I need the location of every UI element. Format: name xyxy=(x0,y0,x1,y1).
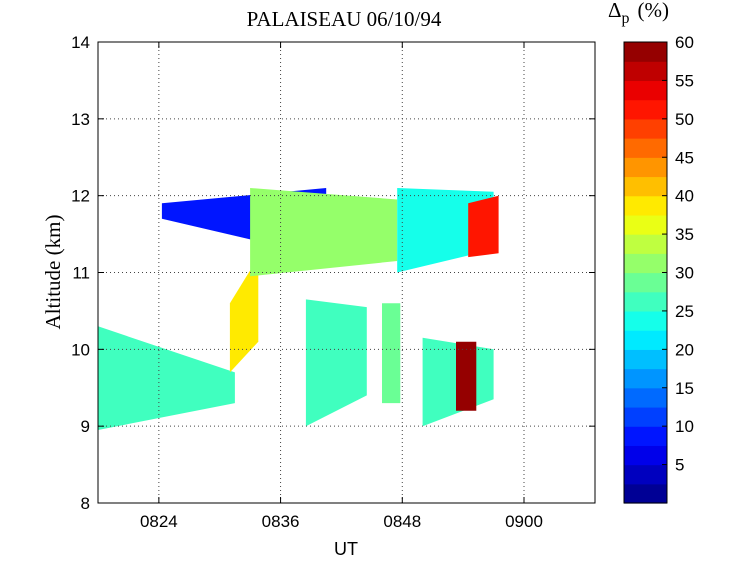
colorbar-cell xyxy=(624,368,667,389)
colorbar-cell xyxy=(624,195,667,216)
grid-lines xyxy=(98,42,595,503)
y-axis-ticks: 8 9 10 11 12 13 14 xyxy=(71,33,595,513)
colorbar-cell xyxy=(624,214,667,235)
colorbar-cell xyxy=(624,310,667,331)
colorbar-tick-label: 55 xyxy=(675,71,694,90)
colorbar-ticks: 5 10 15 20 25 30 35 40 45 50 55 60 xyxy=(662,33,694,475)
colorbar-title: Δp (%) xyxy=(608,0,669,27)
data-region-8 xyxy=(468,195,499,258)
colorbar-tick-label: 30 xyxy=(675,264,694,283)
colorbar-tick-label: 20 xyxy=(675,340,694,359)
y-tick-label: 10 xyxy=(71,340,90,359)
colorbar-tick-label: 25 xyxy=(675,302,694,321)
x-tick-label: 0900 xyxy=(505,512,543,531)
colorbar-cell xyxy=(624,445,667,466)
y-tick-label: 8 xyxy=(81,494,90,513)
colorbar-cell xyxy=(624,291,667,312)
colorbar-cell xyxy=(624,387,667,408)
colorbar: 5 10 15 20 25 30 35 40 45 50 55 60 Δp (%) xyxy=(608,0,694,504)
data-region-10 xyxy=(456,341,477,411)
data-region-2 xyxy=(229,257,259,373)
colorbar-cell xyxy=(624,464,667,485)
data-region-1 xyxy=(98,326,235,430)
data-region-4 xyxy=(250,188,398,277)
colorbar-cell xyxy=(624,234,667,254)
colorbar-tick-label: 10 xyxy=(675,417,694,436)
colorbar-tick-label: 45 xyxy=(675,148,694,167)
colorbar-cells xyxy=(624,42,667,504)
y-tick-label: 14 xyxy=(71,33,90,52)
x-axis-ticks: 0824 0836 0848 0900 xyxy=(140,42,543,531)
colorbar-tick-label: 40 xyxy=(675,187,694,206)
y-tick-label: 9 xyxy=(81,417,90,436)
colorbar-cell xyxy=(624,138,667,158)
y-tick-label: 12 xyxy=(71,187,90,206)
colorbar-cell xyxy=(624,349,667,370)
plot-area: 0824 0836 0848 0900 8 9 10 11 12 13 14 xyxy=(71,33,596,531)
data-regions xyxy=(98,188,499,430)
chart-title: PALAISEAU 06/10/94 xyxy=(247,7,442,31)
colorbar-cell xyxy=(624,483,667,504)
y-tick-label: 11 xyxy=(72,264,90,283)
colorbar-cell xyxy=(624,118,667,139)
x-axis-label: UT xyxy=(334,539,358,559)
colorbar-cell xyxy=(624,61,667,82)
colorbar-tick-label: 5 xyxy=(675,456,684,475)
colorbar-tick-label: 35 xyxy=(675,225,694,244)
y-axis-label: Altitude (km) xyxy=(41,215,65,330)
colorbar-cell xyxy=(624,157,667,178)
colorbar-tick-label: 15 xyxy=(675,379,694,398)
x-tick-label: 0824 xyxy=(140,512,178,531)
colorbar-cell xyxy=(624,272,667,293)
colorbar-tick-label: 50 xyxy=(675,110,694,129)
colorbar-cell xyxy=(624,99,667,120)
colorbar-cell xyxy=(624,426,667,446)
colorbar-cell xyxy=(624,42,667,62)
x-tick-label: 0836 xyxy=(262,512,300,531)
colorbar-tick-label: 60 xyxy=(675,33,694,52)
colorbar-cell xyxy=(624,253,667,274)
colorbar-cell xyxy=(624,406,667,427)
colorbar-cell xyxy=(624,80,667,101)
y-tick-label: 13 xyxy=(71,110,90,129)
colorbar-cell xyxy=(624,330,667,350)
x-tick-label: 0848 xyxy=(383,512,421,531)
colorbar-cell xyxy=(624,176,667,197)
data-region-5 xyxy=(305,299,367,427)
data-region-6 xyxy=(382,303,401,404)
